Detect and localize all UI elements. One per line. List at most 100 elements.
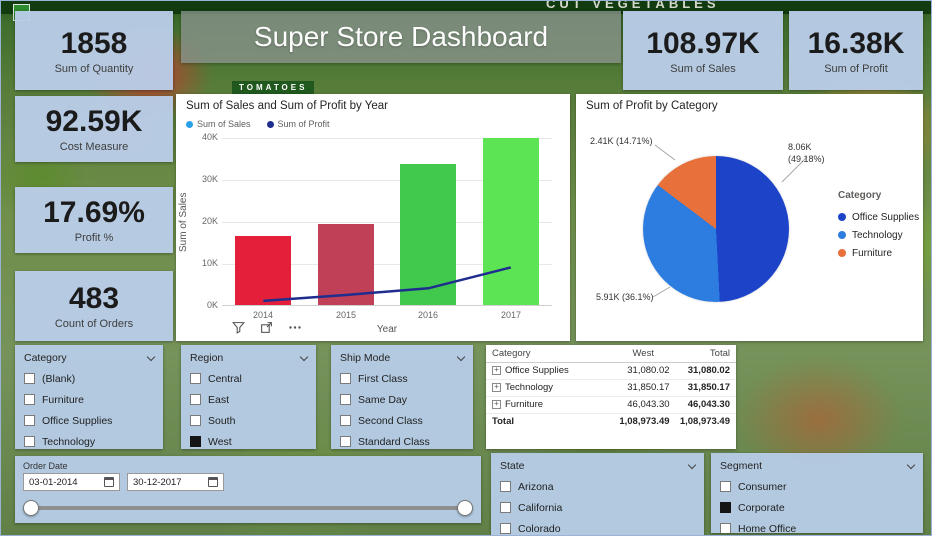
filter-icon[interactable] — [232, 321, 245, 334]
end-date-input[interactable]: 30-12-2017 — [127, 473, 224, 491]
checkbox-icon[interactable] — [24, 394, 35, 405]
bar-plot-area — [222, 138, 552, 306]
checkbox-icon[interactable] — [340, 415, 351, 426]
checkbox-icon[interactable] — [24, 373, 35, 384]
chevron-down-icon[interactable] — [456, 352, 466, 361]
slicer-item-standard-class[interactable]: Standard Class — [340, 431, 464, 449]
bar-2015[interactable] — [317, 224, 374, 305]
chevron-down-icon[interactable] — [906, 460, 916, 469]
checkbox-icon[interactable] — [720, 523, 731, 533]
slicer-item-blank[interactable]: (Blank) — [24, 368, 154, 389]
legend-dot-icon — [186, 120, 193, 128]
calendar-icon[interactable] — [104, 477, 114, 487]
slicer-item-home-office[interactable]: Home Office — [720, 518, 914, 533]
kpi-card-profit: 16.38K Sum of Profit — [789, 11, 923, 90]
state-slicer-header[interactable]: State — [500, 458, 697, 474]
checkbox-icon[interactable] — [340, 436, 351, 447]
category-slicer-header[interactable]: Category — [24, 350, 156, 366]
focus-mode-icon[interactable] — [260, 321, 273, 334]
slicer-item-colorado[interactable]: Colorado — [500, 518, 695, 535]
checkbox-icon[interactable] — [720, 502, 731, 513]
expand-icon[interactable] — [492, 365, 501, 375]
legend-item-profit[interactable]: Sum of Profit — [266, 119, 330, 129]
slicer-item-arizona[interactable]: Arizona — [500, 476, 695, 497]
checkbox-icon[interactable] — [24, 415, 35, 426]
bar-2017[interactable] — [482, 138, 539, 305]
checkbox-icon[interactable] — [340, 394, 351, 405]
checkbox-icon[interactable] — [720, 481, 731, 492]
region-slicer-header[interactable]: Region — [190, 350, 309, 366]
kpi-card-sales: 108.97K Sum of Sales — [623, 11, 783, 90]
pie-chart[interactable] — [643, 156, 789, 302]
bar-2016[interactable] — [400, 164, 457, 305]
slicer-item-south[interactable]: South — [190, 410, 307, 431]
chevron-down-icon[interactable] — [687, 460, 697, 469]
slicer-item-first-class[interactable]: First Class — [340, 368, 464, 389]
slicer-item-central[interactable]: Central — [190, 368, 307, 389]
matrix-header-category[interactable]: Category — [486, 345, 609, 363]
gridline — [222, 264, 552, 265]
slicer-item-technology[interactable]: Technology — [24, 431, 154, 449]
ship-mode-slicer-header[interactable]: Ship Mode — [340, 350, 466, 366]
checkbox-icon[interactable] — [500, 502, 511, 513]
ship-mode-slicer: Ship Mode First Class Same Day Second Cl… — [331, 345, 473, 449]
slider-track[interactable] — [35, 506, 461, 510]
slicer-item-california[interactable]: California — [500, 497, 695, 518]
expand-icon[interactable] — [492, 382, 501, 392]
matrix-row-technology[interactable]: Technology 31,850.17 31,850.17 — [486, 379, 736, 397]
matrix-row-office-supplies[interactable]: Office Supplies 31,080.02 31,080.02 — [486, 362, 736, 380]
expand-icon[interactable] — [492, 399, 501, 409]
y-tick: 0K — [206, 300, 218, 310]
checkbox-icon[interactable] — [340, 373, 351, 384]
banner-text: CUT VEGETABLES — [546, 1, 720, 11]
slicer-item-consumer[interactable]: Consumer — [720, 476, 914, 497]
kpi-label: Profit % — [74, 232, 114, 244]
checkbox-icon[interactable] — [500, 481, 511, 492]
kpi-label: Sum of Quantity — [54, 62, 134, 75]
pie-legend-title: Category — [838, 190, 882, 201]
date-range-slider[interactable] — [23, 498, 473, 518]
checkbox-icon[interactable] — [190, 394, 201, 405]
legend-item-furniture[interactable]: Furniture — [838, 244, 919, 262]
kpi-label: Cost Measure — [59, 141, 129, 153]
checkbox-icon[interactable] — [190, 436, 201, 447]
checkbox-icon[interactable] — [190, 415, 201, 426]
legend-item-technology[interactable]: Technology — [838, 226, 919, 244]
tomatoes-sign: TOMATOES — [232, 81, 315, 94]
slicer-item-corporate[interactable]: Corporate — [720, 497, 914, 518]
matrix-total-row[interactable]: Total 1,08,973.49 1,08,973.49 — [486, 412, 736, 430]
x-tick: 2016 — [417, 310, 439, 320]
legend-item-sales[interactable]: Sum of Sales — [186, 119, 251, 129]
calendar-icon[interactable] — [208, 477, 218, 487]
region-slicer: Region Central East South West — [181, 345, 316, 449]
legend-item-office-supplies[interactable]: Office Supplies — [838, 208, 919, 226]
checkbox-icon[interactable] — [500, 523, 511, 534]
kpi-card-quantity: 1858 Sum of Quantity — [15, 11, 173, 90]
slider-handle-start[interactable] — [23, 500, 39, 516]
bar-2014[interactable] — [235, 236, 292, 305]
gridline — [222, 138, 552, 139]
y-tick: 40K — [201, 132, 218, 142]
chevron-down-icon[interactable] — [299, 352, 309, 361]
matrix-header-row: Category West Total — [486, 345, 736, 363]
slicer-item-furniture[interactable]: Furniture — [24, 389, 154, 410]
slicer-item-same-day[interactable]: Same Day — [340, 389, 464, 410]
slicer-item-east[interactable]: East — [190, 389, 307, 410]
pie-callout-office-supplies: 8.06K (49.18%) — [788, 142, 825, 164]
matrix-header-total[interactable]: Total — [677, 345, 736, 363]
start-date-input[interactable]: 03-01-2014 — [23, 473, 120, 491]
segment-slicer-header[interactable]: Segment — [720, 458, 916, 474]
slicer-item-west[interactable]: West — [190, 431, 307, 449]
title-text: Super Store Dashboard — [253, 21, 549, 52]
slider-handle-end[interactable] — [457, 500, 473, 516]
pie-chart-panel: Sum of Profit by Category 8.06K (49.18%)… — [576, 94, 923, 341]
slicer-item-second-class[interactable]: Second Class — [340, 410, 464, 431]
kpi-value: 16.38K — [807, 26, 905, 60]
slicer-item-office-supplies[interactable]: Office Supplies — [24, 410, 154, 431]
checkbox-icon[interactable] — [24, 436, 35, 447]
chevron-down-icon[interactable] — [146, 352, 156, 361]
matrix-header-west[interactable]: West — [608, 345, 678, 363]
checkbox-icon[interactable] — [190, 373, 201, 384]
matrix-row-furniture[interactable]: Furniture 46,043.30 46,043.30 — [486, 396, 736, 414]
more-options-icon[interactable] — [288, 321, 302, 334]
